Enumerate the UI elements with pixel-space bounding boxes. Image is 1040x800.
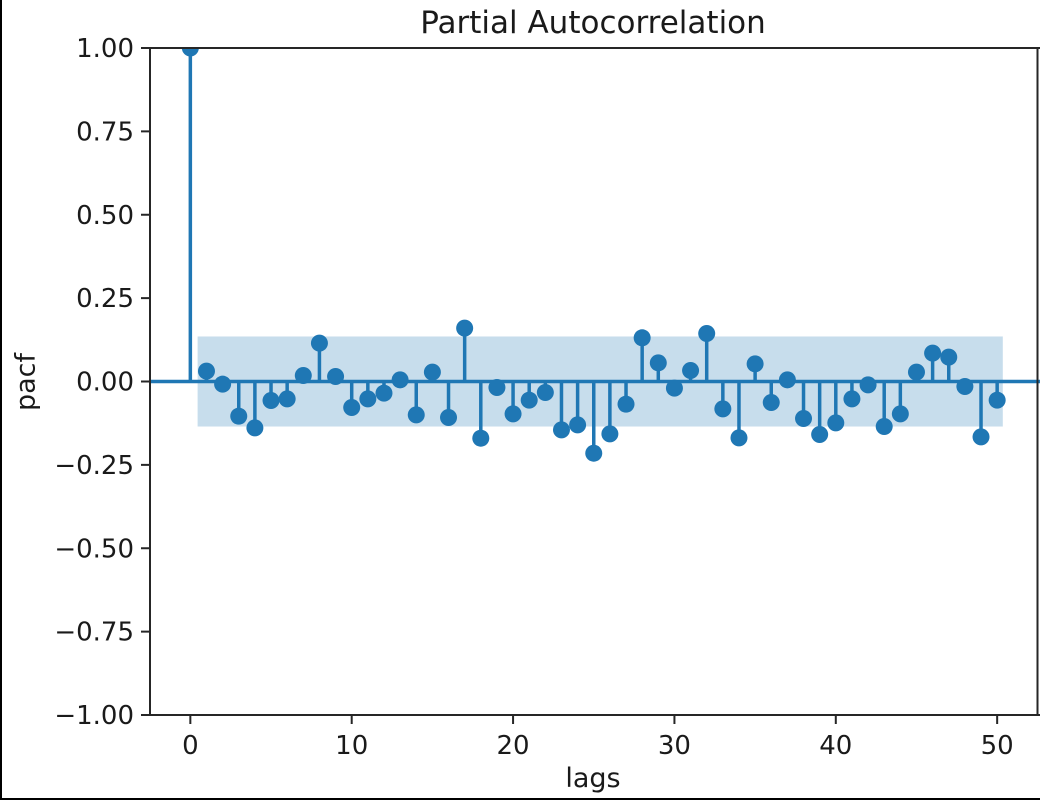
y-tick-label-8: −1.00 xyxy=(54,701,134,731)
marker-lag-33 xyxy=(714,400,732,418)
marker-lag-30 xyxy=(665,379,683,397)
marker-lag-44 xyxy=(891,405,909,423)
marker-lag-12 xyxy=(375,384,393,402)
marker-lag-39 xyxy=(811,426,829,444)
marker-lag-22 xyxy=(536,384,554,402)
marker-lag-9 xyxy=(327,367,345,385)
marker-lag-32 xyxy=(698,324,716,342)
y-tick-label-1: 0.75 xyxy=(76,117,134,147)
marker-lag-46 xyxy=(924,344,942,362)
marker-lag-29 xyxy=(649,354,667,372)
y-tick-label-3: 0.25 xyxy=(76,284,134,314)
x-tick-label-0: 0 xyxy=(182,731,199,761)
marker-lag-1 xyxy=(197,362,215,380)
window-border-left xyxy=(0,0,2,800)
marker-lag-27 xyxy=(617,395,635,413)
marker-lag-38 xyxy=(795,410,813,428)
x-tick-label-3: 30 xyxy=(658,731,691,761)
marker-lag-36 xyxy=(762,394,780,412)
marker-lag-24 xyxy=(569,416,587,434)
marker-lag-37 xyxy=(778,371,796,389)
marker-lag-43 xyxy=(875,418,893,436)
y-tick-label-5: −0.25 xyxy=(54,451,134,481)
marker-lag-21 xyxy=(520,391,538,409)
marker-lag-2 xyxy=(214,375,232,393)
marker-lag-5 xyxy=(262,392,280,410)
marker-lag-41 xyxy=(843,390,861,408)
marker-lag-14 xyxy=(407,406,425,424)
y-tick-label-6: −0.50 xyxy=(54,534,134,564)
marker-lag-50 xyxy=(988,391,1006,409)
y-tick-label-2: 0.50 xyxy=(76,201,134,231)
marker-lag-8 xyxy=(310,334,328,352)
marker-lag-0 xyxy=(181,48,199,57)
marker-lag-49 xyxy=(972,428,990,446)
marker-lag-6 xyxy=(278,390,296,408)
marker-lag-18 xyxy=(472,429,490,447)
x-tick-label-4: 40 xyxy=(819,731,852,761)
marker-lag-47 xyxy=(940,348,958,366)
marker-lag-7 xyxy=(294,366,312,384)
chart-title: Partial Autocorrelation xyxy=(420,5,766,41)
x-tick-label-5: 50 xyxy=(981,731,1014,761)
marker-lag-20 xyxy=(504,405,522,423)
marker-lag-23 xyxy=(552,421,570,439)
marker-lag-13 xyxy=(391,371,409,389)
marker-lag-42 xyxy=(859,376,877,394)
marker-lag-28 xyxy=(633,329,651,347)
y-tick-label-4: 0.00 xyxy=(76,368,134,398)
marker-lag-19 xyxy=(488,379,506,397)
marker-lag-10 xyxy=(343,399,361,417)
plot-data-group xyxy=(150,48,1040,462)
window-border-bottom xyxy=(0,798,1040,800)
marker-lag-35 xyxy=(746,355,764,373)
marker-lag-4 xyxy=(246,419,264,437)
marker-lag-16 xyxy=(440,409,458,427)
marker-lag-34 xyxy=(730,429,748,447)
marker-lag-3 xyxy=(230,407,248,425)
marker-lag-45 xyxy=(907,363,925,381)
marker-lag-11 xyxy=(359,390,377,408)
y-tick-label-7: −0.75 xyxy=(54,618,134,648)
marker-lag-40 xyxy=(827,414,845,432)
marker-lag-17 xyxy=(456,319,474,337)
x-tick-label-2: 20 xyxy=(497,731,530,761)
marker-lag-31 xyxy=(682,361,700,379)
marker-lag-48 xyxy=(956,378,974,396)
marker-lag-15 xyxy=(423,363,441,381)
x-axis-label: lags xyxy=(565,763,621,794)
x-tick-label-1: 10 xyxy=(335,731,368,761)
y-tick-label-0: 1.00 xyxy=(76,34,134,64)
marker-lag-26 xyxy=(601,425,619,443)
marker-lag-25 xyxy=(585,444,603,462)
